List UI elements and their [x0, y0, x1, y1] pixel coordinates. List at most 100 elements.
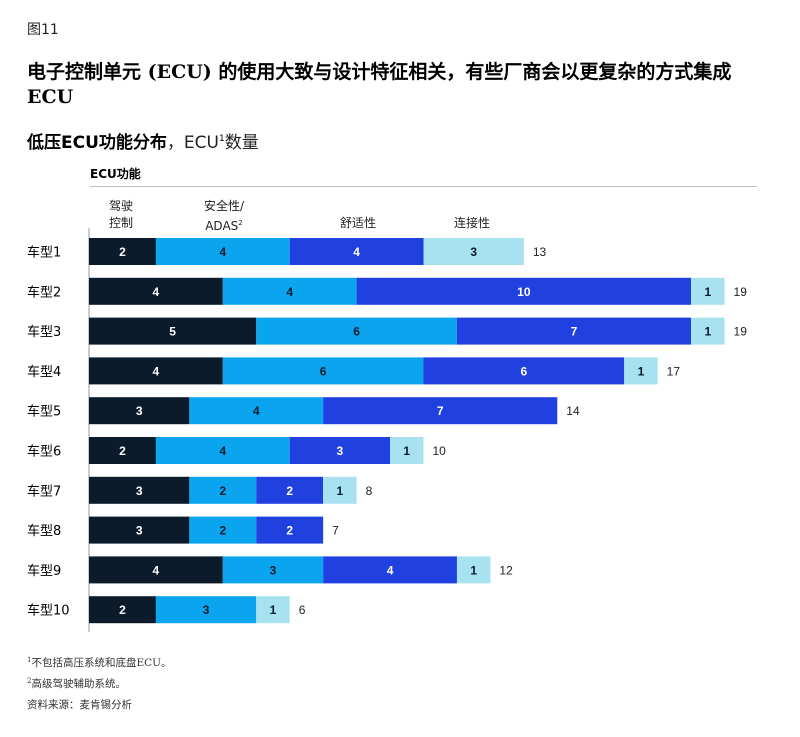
- data-label-safety-adas: 3: [203, 603, 210, 617]
- data-label-safety-adas: 3: [270, 563, 277, 577]
- bar-segment-safety-adas: [256, 317, 457, 345]
- legend-title: ECU功能: [90, 167, 141, 181]
- category-label: 车型8: [27, 523, 61, 539]
- data-label-comfort: 7: [571, 325, 578, 339]
- footnote-2-text: 高级驾驶辅助系统。: [31, 678, 126, 690]
- bar-segment-safety-adas: [222, 277, 357, 305]
- total-label: 14: [566, 404, 580, 418]
- data-label-driving-control: 3: [136, 404, 143, 418]
- data-label-connectivity: 1: [638, 364, 645, 378]
- data-label-connectivity: 1: [470, 563, 477, 577]
- bar-segment-driving-control: [89, 516, 190, 544]
- data-label-connectivity: 1: [704, 285, 711, 299]
- footnote-1-marker: 1: [27, 656, 32, 664]
- data-label-safety-adas: 6: [320, 364, 327, 378]
- bar-segment-comfort: [456, 317, 692, 345]
- bar-segment-connectivity: [624, 357, 658, 385]
- chart-subtitle: 低压ECU功能分布，ECU1数量: [27, 128, 259, 153]
- footnote-1: 1不包括高压系统和底盘ECU。: [27, 655, 172, 670]
- category-label: 车型10: [27, 603, 70, 619]
- data-label-safety-adas: 4: [253, 404, 260, 418]
- segment-header-footnote-marker: 2: [238, 219, 243, 227]
- category-label: 车型1: [27, 245, 61, 261]
- total-label: 6: [299, 603, 306, 617]
- data-label-driving-control: 3: [136, 524, 143, 538]
- data-label-comfort: 6: [521, 364, 528, 378]
- footnote-2-marker: 2: [27, 677, 32, 685]
- segment-header-line1: 连接性: [453, 216, 490, 230]
- bar-segment-connectivity: [323, 476, 357, 504]
- data-label-safety-adas: 6: [353, 325, 360, 339]
- bar-segment-comfort: [323, 397, 558, 425]
- bar-segment-safety-adas: [189, 397, 324, 425]
- footnote-2: 2高级驾驶辅助系统。: [27, 676, 126, 691]
- bar-segment-driving-control: [89, 556, 223, 584]
- data-label-safety-adas: 2: [219, 484, 226, 498]
- bar-segment-safety-adas: [155, 437, 290, 464]
- bar-segment-safety-adas: [155, 596, 257, 624]
- data-label-driving-control: 5: [169, 325, 176, 339]
- footnote-1-text: 不包括高压系统和底盘ECU。: [31, 657, 172, 669]
- segment-header-line2: ADAS2: [192, 215, 256, 235]
- total-label: 17: [667, 364, 681, 378]
- category-label: 车型6: [27, 444, 61, 460]
- total-label: 7: [332, 524, 339, 538]
- bar-segment-connectivity: [691, 317, 725, 345]
- subtitle-plain: ，ECU: [166, 133, 219, 153]
- data-label-driving-control: 4: [153, 285, 160, 299]
- bar-segment-safety-adas: [189, 516, 257, 544]
- bar-segment-connectivity: [256, 596, 290, 624]
- bar-segment-connectivity: [390, 437, 424, 464]
- total-label: 19: [734, 285, 748, 299]
- category-label: 车型2: [27, 284, 61, 300]
- total-label: 19: [734, 325, 748, 339]
- subtitle-footnote-marker: 1: [218, 134, 225, 144]
- source-note: 资料来源：麦肯锡分析: [27, 699, 132, 711]
- figure-label: 图11: [27, 22, 59, 38]
- segment-header-safety-adas: 安全性/ ADAS2: [192, 198, 256, 235]
- bar-segment-driving-control: [89, 476, 190, 504]
- segment-header-comfort: 舒适性: [330, 215, 386, 232]
- category-label: 车型3: [27, 324, 61, 340]
- data-label-comfort: 7: [437, 404, 444, 418]
- data-label-driving-control: 3: [136, 484, 143, 498]
- bar-segment-driving-control: [89, 596, 156, 624]
- total-label: 8: [366, 484, 373, 498]
- chart-headline: 电子控制单元 (ECU) 的使用大致与设计特征相关，有些厂商会以更复杂的方式集成…: [27, 61, 732, 108]
- data-label-safety-adas: 2: [219, 524, 226, 538]
- bar-segment-comfort: [256, 516, 324, 544]
- data-label-comfort: 4: [387, 563, 394, 577]
- data-label-comfort: 3: [337, 444, 344, 458]
- bar-segment-comfort: [289, 437, 391, 464]
- data-label-connectivity: 1: [270, 603, 277, 617]
- segment-header-line1: 驾驶: [108, 199, 133, 213]
- data-label-driving-control: 2: [119, 603, 126, 617]
- data-label-driving-control: 2: [119, 444, 126, 458]
- category-label: 车型7: [27, 483, 61, 499]
- bar-segment-comfort: [256, 476, 324, 504]
- bar-segment-safety-adas: [189, 476, 257, 504]
- category-label: 车型4: [27, 364, 61, 380]
- bar-segment-driving-control: [89, 437, 156, 464]
- subtitle-tail: 数量: [224, 133, 259, 153]
- bar-segment-driving-control: [89, 277, 223, 305]
- data-label-safety-adas: 4: [219, 444, 226, 458]
- bar-segment-comfort: [423, 357, 625, 385]
- data-label-connectivity: 1: [403, 444, 410, 458]
- data-label-driving-control: 2: [119, 245, 126, 259]
- data-label-connectivity: 3: [470, 245, 477, 259]
- data-label-safety-adas: 4: [286, 285, 293, 299]
- data-label-comfort: 2: [286, 524, 293, 538]
- total-label: 13: [533, 245, 547, 259]
- data-label-comfort: 4: [353, 245, 360, 259]
- subtitle-bold: 低压ECU功能分布: [27, 133, 167, 153]
- bar-segment-connectivity: [691, 277, 725, 305]
- bar-segment-comfort: [323, 556, 457, 584]
- data-label-safety-adas: 4: [219, 245, 226, 259]
- data-label-driving-control: 4: [153, 563, 160, 577]
- data-label-connectivity: 1: [337, 484, 344, 498]
- bar-segment-driving-control: [89, 357, 223, 385]
- bar-segment-driving-control: [89, 397, 190, 425]
- data-label-driving-control: 4: [153, 364, 160, 378]
